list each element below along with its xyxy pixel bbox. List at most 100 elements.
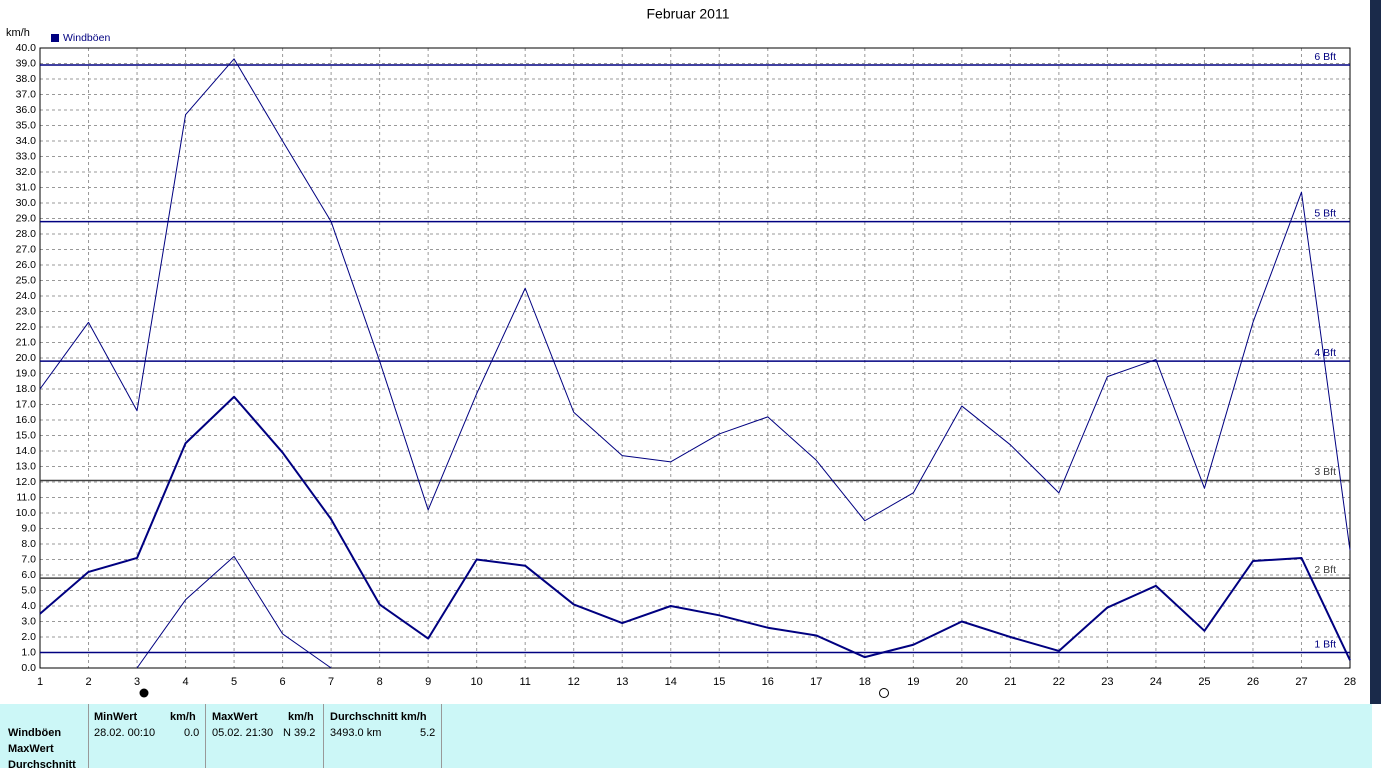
x-tick-label: 14	[665, 676, 677, 688]
y-tick-label: 30.0	[16, 197, 37, 209]
x-tick-label: 6	[280, 676, 286, 688]
y-tick-label: 3.0	[21, 615, 36, 627]
y-tick-label: 0.0	[21, 662, 36, 674]
series-line	[136, 555, 332, 669]
y-tick-label: 23.0	[16, 305, 37, 317]
new-moon-icon	[139, 688, 149, 698]
y-tick-label: 25.0	[16, 274, 37, 286]
y-tick-label: 2.0	[21, 631, 36, 643]
reference-label: 1 Bft	[1314, 638, 1336, 650]
x-tick-label: 11	[519, 676, 530, 688]
y-tick-label: 29.0	[16, 212, 37, 224]
cell: 0.0	[184, 727, 200, 739]
y-tick-label: 1.0	[21, 646, 36, 658]
y-tick-label: 20.0	[16, 352, 37, 364]
x-tick-label: 21	[1004, 676, 1016, 688]
x-tick-label: 13	[616, 676, 628, 688]
cell: 28.02. 00:10	[94, 727, 156, 739]
y-tick-label: 16.0	[16, 414, 37, 426]
row-label: Durchschnitt	[8, 759, 76, 771]
y-tick-label: 27.0	[16, 243, 37, 255]
x-tick-label: 4	[182, 676, 188, 688]
y-tick-label: 15.0	[16, 429, 37, 441]
desktop-edge	[1370, 0, 1381, 704]
header: MinWert	[94, 711, 138, 723]
x-tick-label: 2	[85, 676, 91, 688]
x-tick-label: 19	[907, 676, 919, 688]
y-tick-label: 6.0	[21, 569, 36, 581]
y-tick-label: 12.0	[16, 476, 37, 488]
y-tick-label: 32.0	[16, 166, 37, 178]
x-tick-label: 9	[425, 676, 431, 688]
y-tick-label: 17.0	[16, 398, 37, 410]
x-tick-label: 10	[471, 676, 483, 688]
y-tick-label: 38.0	[16, 73, 37, 85]
y-tick-label: 10.0	[16, 507, 37, 519]
cell: 3493.0 km	[330, 727, 382, 739]
x-tick-label: 1	[37, 676, 43, 688]
row-label: Windböen	[8, 727, 62, 739]
y-tick-label: 11.0	[16, 491, 36, 503]
x-tick-label: 24	[1150, 676, 1162, 688]
x-tick-label: 22	[1053, 676, 1065, 688]
x-tick-label: 28	[1344, 676, 1356, 688]
x-tick-label: 12	[568, 676, 580, 688]
x-tick-label: 7	[328, 676, 334, 688]
y-tick-label: 18.0	[16, 383, 37, 395]
x-tick-label: 17	[810, 676, 822, 688]
cell: 05.02. 21:30	[212, 727, 274, 739]
y-tick-label: 4.0	[21, 600, 36, 612]
series-line	[39, 395, 1351, 661]
y-tick-label: 9.0	[21, 522, 36, 534]
y-tick-label: 22.0	[16, 321, 37, 333]
y-tick-label: 34.0	[16, 135, 37, 147]
y-tick-label: 24.0	[16, 290, 37, 302]
header: km/h	[288, 711, 314, 723]
y-tick-label: 26.0	[16, 259, 37, 271]
y-tick-label: 13.0	[16, 460, 37, 472]
x-tick-label: 20	[956, 676, 968, 688]
y-tick-label: 39.0	[16, 57, 37, 69]
chart-title: Februar 2011	[646, 6, 729, 22]
stats-table: Windböen MaxWert Durchschnitt MinWert km…	[0, 704, 1372, 771]
y-tick-label: 33.0	[16, 150, 37, 162]
header: km/h	[170, 711, 196, 723]
y-tick-label: 40.0	[16, 42, 37, 54]
y-tick-label: 14.0	[16, 445, 37, 457]
y-tick-label: 7.0	[21, 553, 36, 565]
cell: 5.2	[420, 727, 436, 739]
x-tick-label: 16	[762, 676, 774, 688]
reference-label: 2 Bft	[1314, 564, 1336, 576]
y-tick-label: 31.0	[16, 181, 37, 193]
x-tick-label: 18	[859, 676, 871, 688]
y-tick-label: 21.0	[16, 336, 37, 348]
x-tick-label: 8	[377, 676, 383, 688]
header: Durchschnitt km/h	[330, 711, 427, 723]
row-label: MaxWert	[8, 743, 54, 755]
x-tick-label: 26	[1247, 676, 1259, 688]
y-tick-label: 5.0	[21, 584, 36, 596]
y-tick-label: 28.0	[16, 228, 37, 240]
y-tick-label: 8.0	[21, 538, 36, 550]
reference-label: 5 Bft	[1314, 207, 1336, 219]
cell: N 39.2	[283, 727, 316, 739]
reference-label: 4 Bft	[1314, 347, 1336, 359]
y-tick-label: 35.0	[16, 119, 37, 131]
x-tick-label: 3	[134, 676, 140, 688]
x-tick-label: 15	[713, 676, 725, 688]
x-tick-label: 25	[1198, 676, 1210, 688]
legend-label: Windböen	[63, 32, 110, 44]
series-line	[39, 58, 1351, 551]
x-tick-label: 5	[231, 676, 237, 688]
x-tick-label: 27	[1295, 676, 1307, 688]
chart: Februar 2011 km/h 0.0 1.0 2.0 3.0 4.0 5.0 6.0 7…	[6, 0, 1381, 704]
full-moon-icon	[879, 688, 889, 698]
y-tick-label: 19.0	[16, 367, 37, 379]
x-tick-label: 23	[1101, 676, 1113, 688]
y-unit: km/h	[6, 27, 30, 39]
header: MaxWert	[212, 711, 258, 723]
plot-border	[39, 47, 1351, 669]
y-tick-label: 36.0	[16, 104, 37, 116]
y-tick-label: 37.0	[16, 88, 37, 100]
